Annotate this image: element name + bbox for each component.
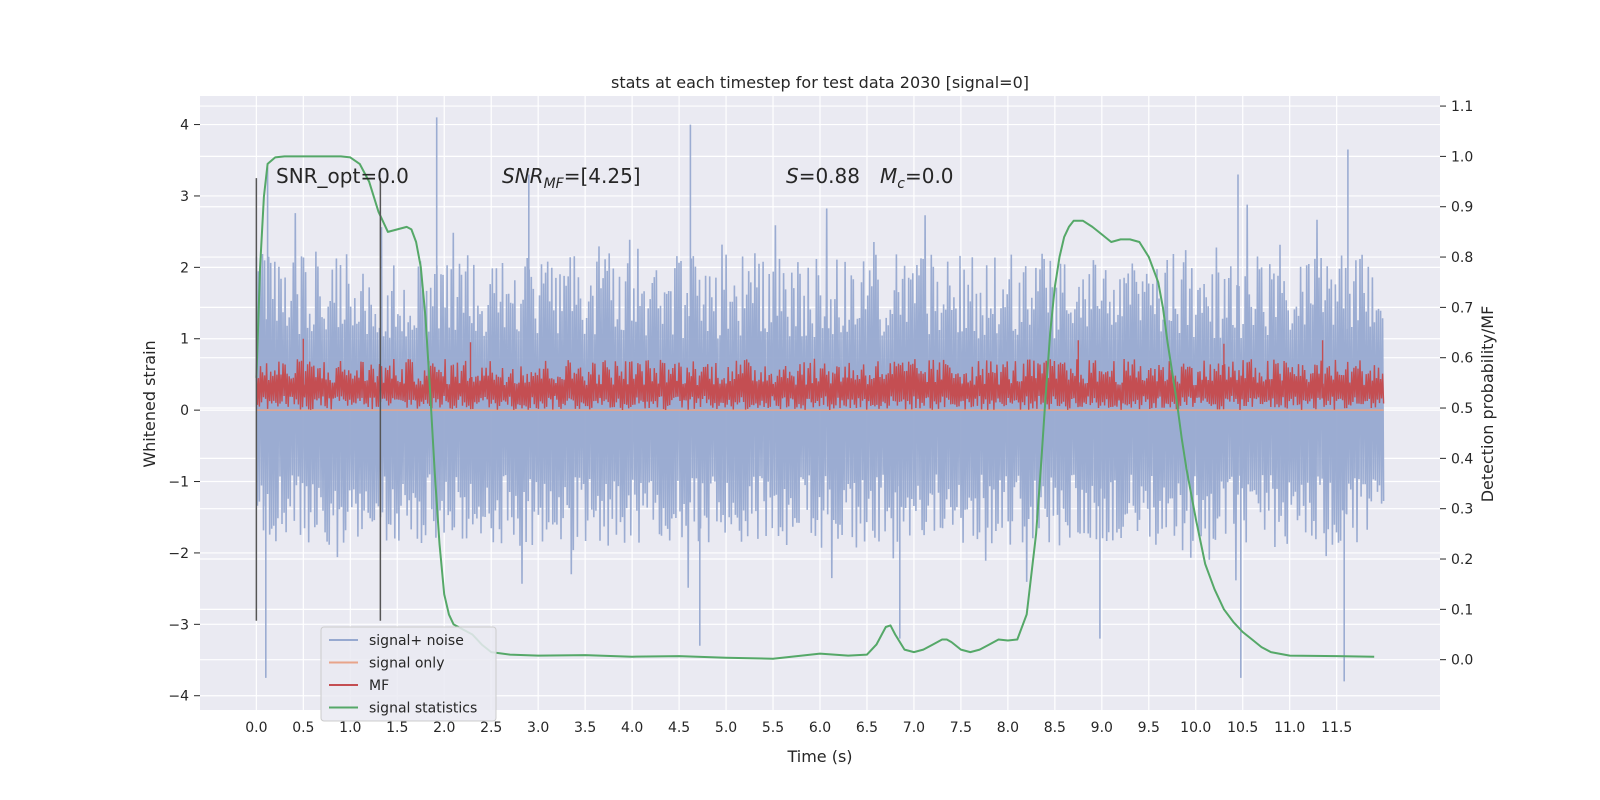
annotation-mc: Mc=0.0 [880,164,954,192]
y2-tick-label: 0.5 [1451,401,1473,417]
x-tick-label: 4.5 [668,720,690,736]
axes: 0.0 0.5 1.0 1.5 2.0 2.5 3.0 3.5 4.0 4.5 5.0 5.5 6.0 6… [168,99,1473,736]
vertical-markers [255,178,382,621]
y2-tick-label: 0.1 [1451,602,1473,618]
series-signal-statistics-line [255,155,1375,660]
x-tick-label: 11.0 [1274,720,1305,736]
y-axis-label: Whitened strain [140,340,159,467]
x-tick-label: 0.5 [292,720,314,736]
x-tick-label: 7.0 [903,720,925,736]
y2-tick-label: 0.3 [1451,502,1473,518]
y2-tick-label: 0.0 [1451,653,1473,669]
x-tick-label: 5.5 [762,720,784,736]
annotation-snr-mf: SNRMF=[4.25] [502,164,641,192]
y2-tick-label: 0.4 [1451,451,1473,467]
y2-tick-label: 1.0 [1451,149,1473,165]
x-tick-label: 2.5 [480,720,502,736]
x-tick-label: 3.0 [527,720,549,736]
y-tick-label: −3 [168,617,189,633]
x-tick-label: 10.0 [1180,720,1211,736]
x-tick-label: 8.5 [1044,720,1066,736]
x-tick-label: 0.0 [245,720,267,736]
y2-axis-label: Detection probability/MF [1478,306,1497,503]
annotation-snr-mf-value: =[4.25] [564,164,641,188]
x-tick-label: 2.0 [433,720,455,736]
x-axis-label: Time (s) [786,747,852,766]
y2-tick-label: 0.7 [1451,300,1473,316]
legend: signal+ noise signal only MF signal statist… [320,626,497,722]
y-tick-label: 4 [180,118,189,134]
x-tick-label: 7.5 [950,720,972,736]
y-tick-label: 3 [180,189,189,205]
annotation-mc-main: M [880,164,897,188]
annotation-snr-opt: SNR_opt=0.0 [276,164,409,188]
legend-label: signal+ noise [369,633,464,649]
series-mf-line [255,338,1385,411]
x-tick-label: 1.5 [386,720,408,736]
annotation-snr-mf-main: SNR [502,164,544,188]
y-tick-label: −1 [168,475,189,491]
x-tick-label: 11.5 [1321,720,1352,736]
annotation-s: S=0.88 [786,164,860,188]
y-tick-label: −2 [168,546,189,562]
y-tick-label: 1 [180,332,189,348]
x-tick-label: 6.0 [809,720,831,736]
x-tick-label: 6.5 [856,720,878,736]
annotations: SNR_opt=0.0 SNRMF=[4.25] S=0.88 Mc=0.0 [276,164,954,192]
legend-box [320,626,497,722]
annotation-s-label: S [786,164,799,188]
x-tick-label: 5.0 [715,720,737,736]
legend-label: signal statistics [369,701,477,717]
legend-label: signal only [369,656,444,672]
x-tick-label: 8.0 [997,720,1019,736]
y2-tick-label: 0.2 [1451,552,1473,568]
y-tick-label: 2 [180,260,189,276]
x-tick-label: 9.0 [1091,720,1113,736]
y-tick-label: 0 [180,403,189,419]
legend-label: MF [369,678,389,694]
y-tick-label: −4 [168,689,189,705]
series-layer [255,117,1385,682]
y2-tick-label: 0.9 [1451,200,1473,216]
y2-tick-label: 1.1 [1451,99,1473,115]
y2-tick-label: 0.6 [1451,351,1473,367]
x-tick-label: 1.0 [339,720,361,736]
x-tick-label: 10.5 [1227,720,1258,736]
chart-title: stats at each timestep for test data 203… [611,73,1029,92]
x-tick-label: 4.0 [621,720,643,736]
x-tick-label: 3.5 [574,720,596,736]
annotation-mc-sub: c [897,176,905,192]
y2-tick-label: 0.8 [1451,250,1473,266]
x-tick-label: 9.5 [1138,720,1160,736]
annotation-mc-value: =0.0 [905,164,954,188]
annotation-s-value: =0.88 [799,164,860,188]
annotation-snr-mf-sub: MF [544,176,565,192]
